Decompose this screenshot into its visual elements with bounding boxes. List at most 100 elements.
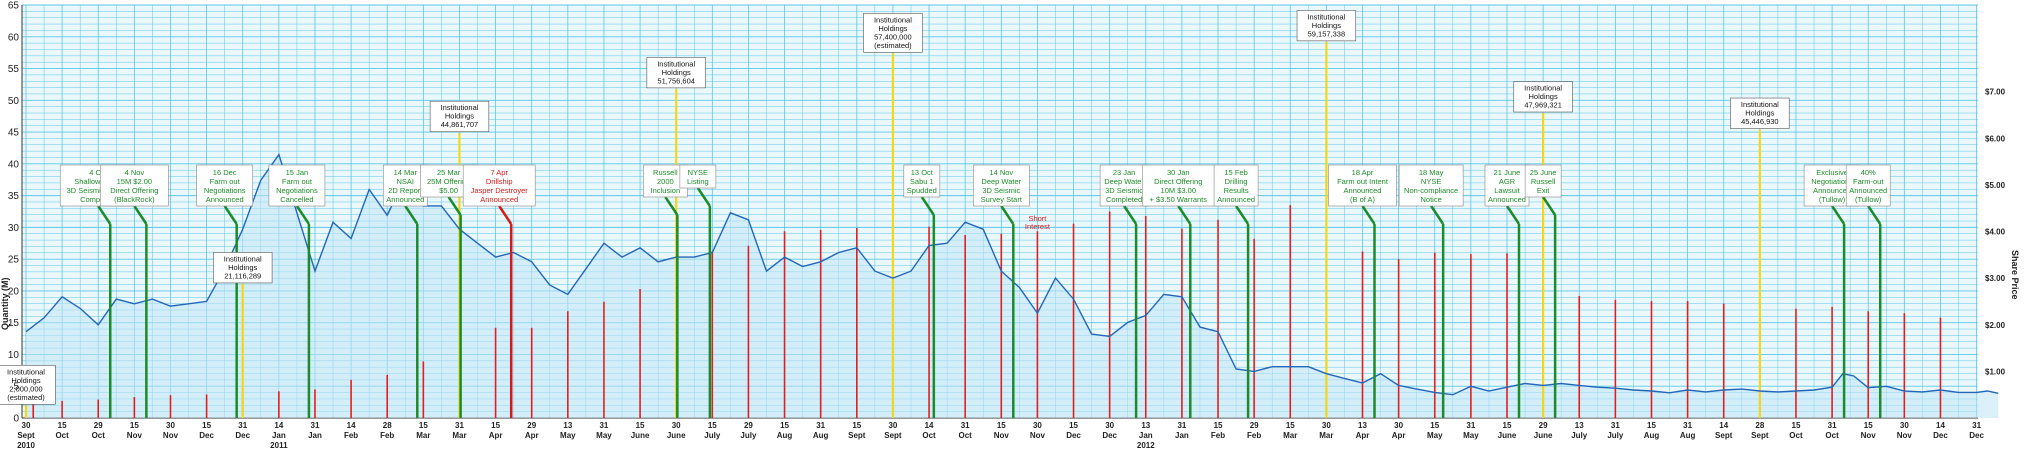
x-tick-month: Mar (1283, 431, 1297, 440)
annotation-text: Farm out (282, 177, 313, 186)
annotation-box (1213, 164, 1259, 207)
x-tick-day: 30 (1394, 421, 1403, 430)
x-tick-month: Oct (55, 431, 69, 440)
x-tick-day: 14 (347, 421, 356, 430)
holdings-label-text: 2,000,000 (9, 384, 42, 393)
x-tick-day: 15 (1647, 421, 1656, 430)
x-tick-month: Oct (1825, 431, 1839, 440)
x-tick-month: Aug (813, 431, 829, 440)
annotation-text: $5.00 (439, 186, 458, 195)
annotation-text: Negotiations (204, 186, 246, 195)
x-tick-month: July (740, 431, 757, 440)
annotation-pointer (696, 187, 711, 207)
x-tick-month: Dec (1066, 431, 1081, 440)
holdings-label-text: 51,756,604 (657, 76, 695, 85)
y-tick-label: 40 (8, 159, 20, 170)
holdings-label-text: Holdings (1529, 92, 1558, 101)
annotation-pointer (97, 205, 112, 225)
x-tick-day: 28 (383, 421, 392, 430)
x-tick-year: 2010 (17, 441, 35, 450)
holdings-label-text: 21,116,289 (224, 271, 261, 280)
y-tick-label: 60 (8, 32, 20, 43)
x-tick-month: Apr (489, 431, 503, 440)
x-tick-day: 14 (1719, 421, 1728, 430)
x-tick-month: June (1534, 431, 1553, 440)
x-tick-day: 29 (1539, 421, 1548, 430)
holdings-label-text: 47,969,321 (1524, 101, 1562, 110)
annotation-text: Announced (1217, 195, 1255, 204)
y-tick-label: 65 (8, 1, 20, 12)
annotation-pointer (1000, 205, 1015, 225)
annotation-text: 3D Seismic (1105, 186, 1143, 195)
annotation-text: 30 Jan (1167, 168, 1190, 177)
annotation-text: 14 Mar (394, 168, 418, 177)
y-tick-label: 55 (8, 64, 20, 75)
annotation-box (1398, 164, 1464, 207)
x-tick-month: Aug (777, 431, 793, 440)
x-tick-month: Dec (235, 431, 250, 440)
x-tick-day: 15 (708, 421, 717, 430)
annotation-text: Completed (1106, 195, 1142, 204)
annotation-text: Results (1224, 186, 1249, 195)
x-tick-month: Oct (958, 431, 972, 440)
annotation-pointer (404, 205, 419, 225)
x-tick-day: 31 (1972, 421, 1981, 430)
x-tick-day: 31 (455, 421, 464, 430)
x-tick-day: 14 (925, 421, 934, 430)
annotation-text: (B of A) (1350, 195, 1376, 204)
x-tick-month: Mar (452, 431, 466, 440)
y-tick-label: 25 (8, 255, 20, 266)
x-tick-month: Feb (380, 431, 394, 440)
annotation-text: Announced (1849, 186, 1887, 195)
annotation-text: Exclusive (1816, 168, 1848, 177)
x-tick-month: Apr (1392, 431, 1406, 440)
annotation-text: Announced (1344, 186, 1382, 195)
holdings-label-text: (estimated) (7, 393, 45, 402)
x-tick-month: Mar (416, 431, 430, 440)
annotation-text: Non-compliance (1404, 186, 1458, 195)
x-tick-day: 15 (1430, 421, 1439, 430)
annotation-text: 25M Offering (427, 177, 470, 186)
holdings-label-text: Institutional (657, 59, 695, 68)
annotation-box (972, 164, 1030, 207)
annotation-box (1484, 164, 1530, 207)
x-tick-month: Oct (92, 431, 106, 440)
y2-axis-title: Share Price (2010, 250, 2020, 300)
annotation-text: Announced (480, 195, 518, 204)
x-tick-day: 30 (1900, 421, 1909, 430)
annotation-text: Completed (80, 195, 116, 204)
annotation-text: 16 Dec (213, 168, 237, 177)
holdings-label-text: Holdings (11, 376, 40, 385)
annotation-box (1141, 164, 1215, 207)
annotation-text: NYSE (688, 168, 708, 177)
holdings-label-box (213, 252, 273, 284)
holdings-label-text: 45,446,930 (1741, 117, 1779, 126)
annotation-pointer (1542, 196, 1557, 216)
annotation-pointer (1430, 205, 1445, 225)
annotation-pointer (133, 205, 148, 225)
x-tick-day: 15 (202, 421, 211, 430)
x-tick-month: May (1427, 431, 1443, 440)
holdings-label-box (429, 100, 490, 133)
x-tick-day: 15 (1864, 421, 1873, 430)
x-tick-day: 30 (888, 421, 897, 430)
annotation-text: Farm out (210, 177, 241, 186)
y-tick-label: 20 (8, 286, 20, 297)
x-tick-day: 31 (1828, 421, 1837, 430)
annotation-text: Listing (687, 177, 709, 186)
annotation-text: Announced (206, 195, 244, 204)
annotation-text: Survey Start (981, 195, 1023, 204)
x-tick-day: 15 (1286, 421, 1295, 430)
x-tick-day: 15 (1214, 421, 1223, 430)
x-tick-month: Aug (1644, 431, 1660, 440)
x-tick-day: 28 (1755, 421, 1764, 430)
annotation-text: Direct Offering (1154, 177, 1202, 186)
holdings-label-text: 44,861,707 (441, 120, 479, 129)
annotation-text: Deep Water (1104, 177, 1144, 186)
x-tick-month: Nov (1861, 431, 1877, 440)
x-tick-month: June (1498, 431, 1517, 440)
annotation-text: Lawsuit (1494, 186, 1520, 195)
annotation-box (1845, 164, 1891, 207)
annotation-text: Notice (1421, 195, 1442, 204)
x-tick-day: 30 (672, 421, 681, 430)
